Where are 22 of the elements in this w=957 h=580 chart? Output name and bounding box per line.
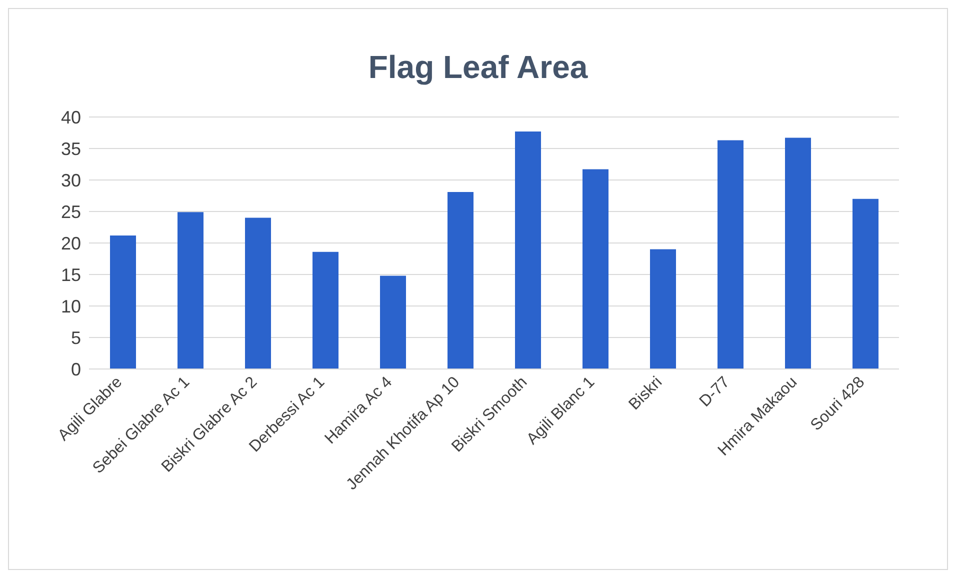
bar xyxy=(718,140,744,369)
y-tick-label: 5 xyxy=(70,328,81,348)
y-tick-label: 25 xyxy=(60,202,81,222)
y-tick-label: 15 xyxy=(60,264,81,285)
bar xyxy=(380,276,406,369)
y-tick-label: 0 xyxy=(70,359,81,380)
y-tick-label: 20 xyxy=(60,233,81,254)
bar xyxy=(448,192,474,369)
bar xyxy=(515,131,541,369)
bar xyxy=(178,212,204,369)
bar xyxy=(582,169,608,369)
y-tick-label: 30 xyxy=(60,170,81,190)
y-tick-label: 10 xyxy=(60,296,81,316)
y-tick-label: 35 xyxy=(60,138,81,159)
bar xyxy=(110,235,136,369)
bar xyxy=(852,198,878,369)
bar xyxy=(245,218,271,369)
bar xyxy=(650,249,676,369)
y-tick-label: 40 xyxy=(60,107,81,128)
bar xyxy=(312,252,338,369)
bar xyxy=(785,138,811,369)
chart-title: Flag Leaf Area xyxy=(367,49,589,87)
